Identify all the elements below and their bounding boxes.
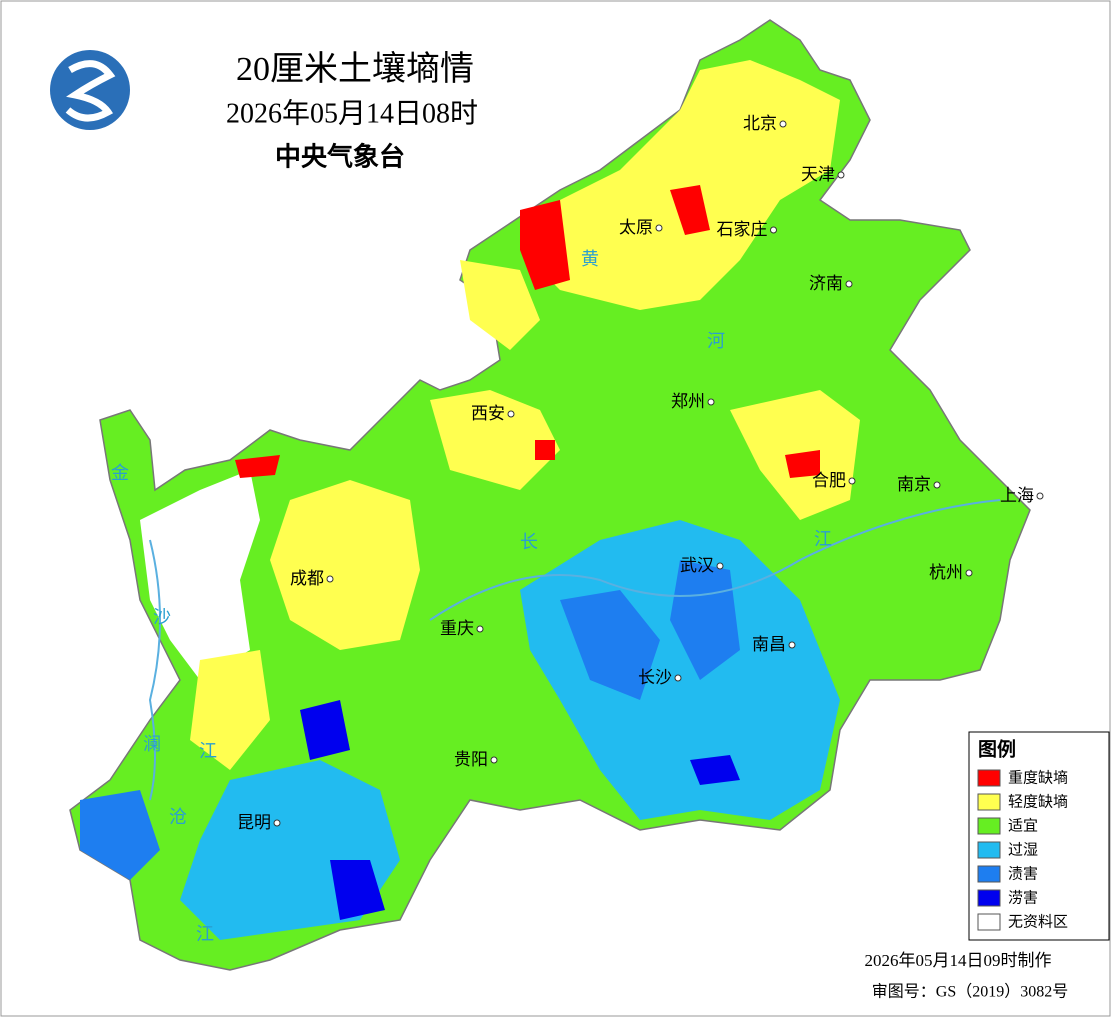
region-severe-dry (785, 450, 820, 478)
city-label: 西安 (471, 404, 505, 424)
region-dry (430, 390, 560, 490)
legend-swatch (977, 889, 1001, 907)
city-label: 济南 (809, 274, 843, 294)
city-dot (716, 562, 724, 570)
city-label: 武汉 (680, 556, 714, 576)
city-label: 长沙 (638, 668, 672, 688)
city-label: 天津 (801, 165, 835, 185)
legend-swatch (977, 817, 1001, 835)
logo-swirl (65, 60, 116, 122)
city-dot (770, 226, 777, 234)
region-flood (300, 700, 350, 760)
river-label: 江 (199, 741, 217, 762)
region-severe-dry (535, 440, 555, 460)
legend-swatch (977, 793, 1001, 811)
region-flood (690, 755, 740, 785)
region-severe-dry (520, 200, 570, 290)
agency: 中央气象台 (275, 142, 405, 173)
city-dot (788, 641, 796, 649)
city-dot (273, 819, 281, 827)
city-dot (674, 674, 682, 682)
city-label: 杭州 (929, 563, 963, 583)
river-labels: 黄 河 长 江 金 沙 江 澜 沧 江 (111, 249, 832, 945)
city-dot (326, 575, 334, 583)
city-label: 太原 (619, 218, 653, 238)
city-label: 贵阳 (454, 750, 488, 770)
logo (50, 50, 130, 130)
title: 20厘米土壤墒情 (236, 50, 474, 88)
city-labels: 北京 天津 太原 石家庄 济南 西安 郑州 合肥 南京 上海 武汉 杭州 成都 … (237, 114, 1044, 833)
city-label: 重庆 (440, 619, 474, 639)
legend-label: 过湿 (1008, 841, 1038, 859)
city-dot (837, 171, 845, 179)
legend-swatch (977, 841, 1001, 859)
region-waterlog (560, 590, 660, 700)
legend-label: 渍害 (1008, 865, 1038, 883)
city-dot (490, 756, 498, 764)
river-label: 河 (707, 331, 725, 352)
river-label: 黄 (581, 249, 599, 270)
river-line (148, 539, 161, 801)
region-dry-sichuan (270, 480, 420, 650)
river-label: 沧 (169, 807, 187, 828)
river-label: 江 (196, 924, 214, 945)
region-waterlog (670, 560, 740, 680)
legend-label: 轻度缺墒 (1008, 793, 1068, 811)
region-flood (330, 860, 385, 920)
date: 2026年05月14日08时 (226, 97, 478, 129)
city-dot (933, 481, 941, 489)
city-dot (655, 224, 663, 232)
city-label: 合肥 (812, 471, 846, 491)
city-dot (848, 477, 856, 485)
city-dot (779, 120, 787, 128)
legend-swatch (977, 913, 1001, 931)
region-dry-north (520, 60, 840, 310)
map (69, 19, 1031, 971)
city-label: 成都 (290, 569, 324, 589)
city-label: 上海 (1000, 486, 1034, 506)
city-label: 郑州 (671, 392, 705, 412)
city-label: 昆明 (237, 813, 271, 833)
region-severe-dry (235, 455, 280, 478)
legend-swatch (977, 769, 1001, 787)
legend-box (968, 731, 1110, 941)
legend-label: 无资料区 (1008, 913, 1068, 931)
region-no-data (140, 470, 260, 680)
river-label: 江 (814, 529, 832, 550)
legend-label: 涝害 (1008, 889, 1038, 907)
city-dot (707, 398, 715, 406)
river-line (429, 499, 1001, 621)
river-label: 沙 (153, 607, 171, 628)
city-dot (1036, 492, 1044, 500)
river-label: 金 (111, 463, 129, 484)
river-label: 长 (520, 532, 538, 553)
city-dot (965, 569, 973, 577)
city-dot (507, 410, 515, 418)
region-severe-dry (670, 185, 710, 235)
city-label: 南京 (897, 475, 931, 495)
region-dry-yunnan (190, 650, 270, 770)
city-label: 北京 (743, 114, 777, 134)
city-label: 石家庄 (717, 220, 768, 240)
legend-swatch (977, 865, 1001, 883)
region-waterlog (80, 790, 160, 880)
region-dry (460, 260, 540, 350)
legend-label: 适宜 (1008, 817, 1038, 835)
footer-made: 2026年05月14日09时制作 (865, 951, 1052, 970)
river-label: 澜 (143, 734, 161, 755)
legend-label: 重度缺墒 (1008, 769, 1068, 787)
city-dot (476, 625, 484, 633)
city-label: 南昌 (752, 635, 786, 655)
legend-title: 图例 (978, 738, 1016, 761)
footer-approval: 审图号：GS（2019）3082号 (872, 983, 1068, 1001)
city-dot (845, 280, 853, 288)
